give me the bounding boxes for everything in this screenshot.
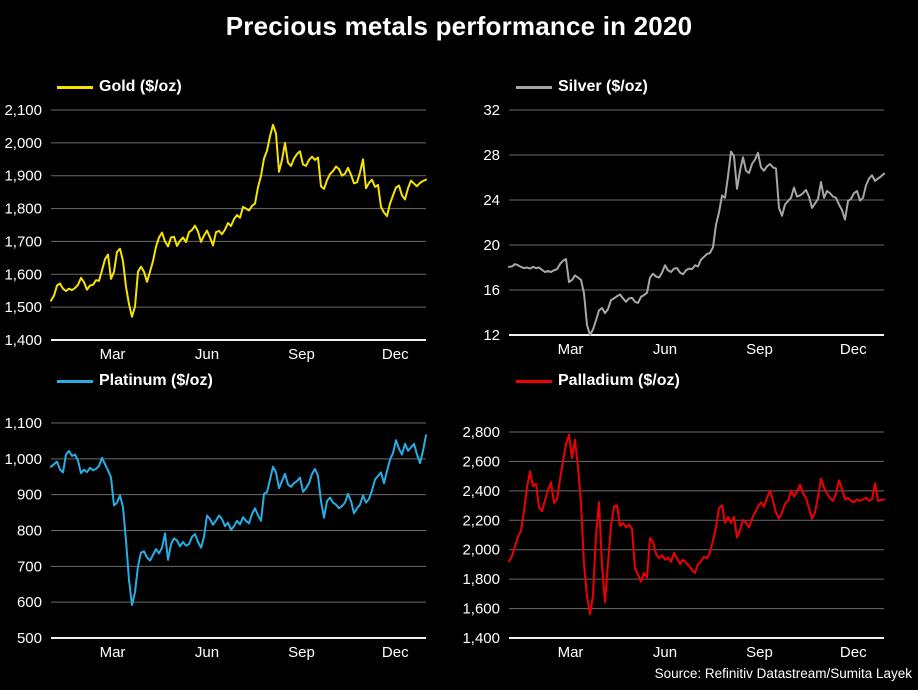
platinum-y-tick-label: 1,000 [4, 451, 42, 468]
gold-y-tick-label: 1,700 [4, 233, 42, 250]
gold-x-tick-label: Dec [382, 346, 409, 363]
gold-y-tick-label: 2,000 [4, 135, 42, 152]
palladium-chart: 1,400 1,600 1,800 2,000 2,200 2,400 2,600 2,800… [462, 424, 885, 661]
platinum-x-tick-label: Sep [288, 644, 315, 661]
silver-series-line [508, 150, 885, 336]
platinum-panel: 500 600 700 800 900 1,000 1,100 Mar Jun Sep Dec Pl… [0, 365, 459, 690]
gold-y-tick-label: 1,500 [4, 299, 42, 316]
palladium-y-tick-label: 2,800 [462, 424, 500, 441]
gold-y-tick-label: 1,600 [4, 266, 42, 283]
silver-y-tick-label: 16 [483, 282, 500, 299]
silver-x-tick-label: Mar [558, 341, 584, 358]
gold-x-tick-label: Mar [100, 346, 126, 363]
platinum-y-tick-label: 500 [17, 630, 42, 647]
gold-legend-swatch [57, 85, 93, 89]
gold-legend: Gold ($/oz) [57, 79, 182, 95]
silver-panel: 12 16 20 24 28 32 Mar Jun Sep Dec Silver ($/oz) [459, 60, 918, 365]
silver-legend-label: Silver ($/oz) [558, 78, 648, 95]
gold-chart: 1,400 1,500 1,600 1,700 1,800 1,900 2,000 2,100… [4, 102, 427, 363]
gold-legend-label: Gold ($/oz) [99, 78, 182, 95]
palladium-y-tick-label: 2,600 [462, 453, 500, 470]
platinum-y-tick-label: 900 [17, 487, 42, 504]
platinum-x-tick-label: Mar [100, 644, 126, 661]
platinum-y-tick-label: 600 [17, 594, 42, 611]
silver-legend: Silver ($/oz) [516, 79, 648, 95]
palladium-legend: Palladium ($/oz) [516, 373, 680, 389]
palladium-y-tick-label: 2,200 [462, 512, 500, 529]
palladium-y-tick-label: 2,000 [462, 542, 500, 559]
gold-y-tick-label: 2,100 [4, 102, 42, 119]
gold-x-tick-label: Sep [288, 346, 315, 363]
platinum-legend-swatch [57, 379, 93, 383]
silver-y-tick-label: 20 [483, 237, 500, 254]
silver-x-tick-label: Sep [746, 341, 773, 358]
source-credit: Source: Refinitiv Datastream/Sumita Laye… [654, 666, 912, 681]
silver-y-tick-label: 24 [483, 192, 500, 209]
palladium-x-tick-label: Mar [558, 644, 584, 661]
platinum-chart: 500 600 700 800 900 1,000 1,100 Mar Jun Sep Dec [4, 415, 427, 661]
palladium-panel: 1,400 1,600 1,800 2,000 2,200 2,400 2,600 2,800… [459, 365, 918, 690]
platinum-y-tick-label: 700 [17, 558, 42, 575]
silver-y-tick-label: 12 [483, 327, 500, 344]
palladium-legend-label: Palladium ($/oz) [558, 372, 680, 389]
palladium-series-line [508, 433, 885, 616]
palladium-y-tick-label: 1,600 [462, 601, 500, 618]
silver-y-tick-label: 32 [483, 102, 500, 119]
gold-y-tick-label: 1,800 [4, 201, 42, 218]
silver-x-tick-label: Dec [840, 341, 867, 358]
platinum-y-tick-label: 800 [17, 523, 42, 540]
palladium-y-tick-label: 1,800 [462, 571, 500, 588]
gold-x-tick-label: Jun [195, 346, 219, 363]
silver-legend-swatch [516, 85, 552, 89]
silver-chart: 12 16 20 24 28 32 Mar Jun Sep Dec [483, 102, 885, 358]
platinum-legend-label: Platinum ($/oz) [99, 372, 213, 389]
platinum-series-line [50, 434, 427, 606]
platinum-legend: Platinum ($/oz) [57, 373, 213, 389]
palladium-y-tick-label: 2,400 [462, 483, 500, 500]
silver-x-tick-label: Jun [653, 341, 677, 358]
palladium-x-tick-label: Sep [746, 644, 773, 661]
platinum-x-tick-label: Jun [195, 644, 219, 661]
palladium-x-tick-label: Jun [653, 644, 677, 661]
palladium-x-tick-label: Dec [840, 644, 867, 661]
silver-y-tick-label: 28 [483, 147, 500, 164]
gold-y-tick-label: 1,900 [4, 168, 42, 185]
gold-series-line [50, 123, 427, 318]
gold-panel: 1,400 1,500 1,600 1,700 1,800 1,900 2,000 2,100… [0, 60, 459, 365]
platinum-y-tick-label: 1,100 [4, 415, 42, 432]
gold-y-tick-label: 1,400 [4, 332, 42, 349]
palladium-legend-swatch [516, 379, 552, 383]
platinum-x-tick-label: Dec [382, 644, 409, 661]
palladium-y-tick-label: 1,400 [462, 630, 500, 647]
page-title: Precious metals performance in 2020 [225, 11, 693, 41]
